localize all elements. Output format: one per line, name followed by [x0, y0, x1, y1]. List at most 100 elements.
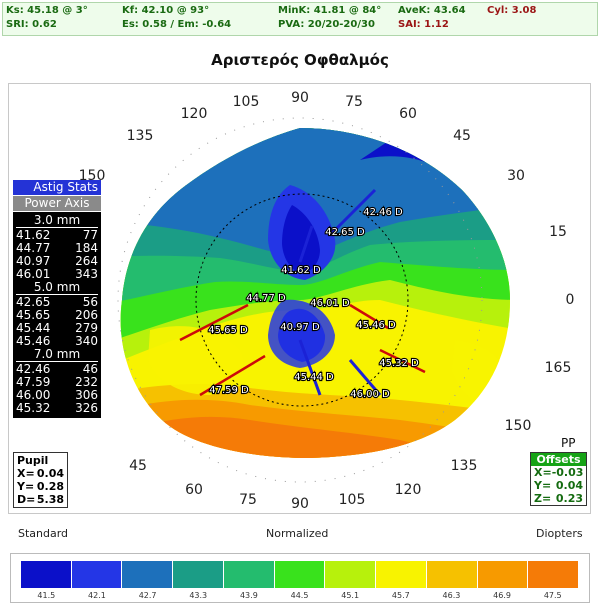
standard-scale-option[interactable]: Standard — [18, 527, 69, 540]
color-swatch — [477, 561, 529, 588]
label-44-77: 44.77 D — [246, 293, 286, 304]
axis-label: 90 — [291, 90, 309, 106]
kf-value: Kf: 42.10 @ 93° — [122, 5, 210, 16]
pupil-panel: Pupil X= 0.04 Y= 0.28 D= 5.38 — [13, 452, 68, 508]
axis-label: 75 — [239, 492, 257, 508]
axis-label: 45 — [453, 128, 471, 144]
axis-label: 15 — [549, 224, 567, 240]
offset-y: Y= 0.04 — [534, 479, 583, 492]
table-row: 45.46 340 — [16, 334, 98, 348]
color-swatch — [376, 561, 427, 588]
astig-axis-lines — [179, 303, 426, 397]
pupil-y: Y= 0.28 — [17, 480, 64, 493]
table-row: 41.62 77 — [16, 228, 98, 242]
axis-label: 105 — [339, 492, 366, 508]
color-swatch — [71, 561, 123, 588]
scale-tick-label: 41.5 — [37, 591, 56, 600]
scale-tick-label: 45.7 — [391, 591, 410, 600]
scale-tick-label: 43.3 — [189, 591, 208, 600]
diopters-unit-label: Diopters — [536, 527, 583, 540]
color-swatch — [122, 561, 174, 588]
pupil-header: Pupil — [17, 454, 49, 467]
label-41-62: 41.62 D — [281, 265, 321, 276]
table-row: 46.00 306 — [16, 388, 98, 402]
power-axis-header[interactable]: Power Axis — [13, 196, 101, 211]
scale-tick-label: 47.5 — [543, 591, 562, 600]
color-scale-legend: 41.5 42.1 42.7 43.3 43.9 44.5 45.1 45.7 46.3 46.9… — [10, 553, 590, 603]
label-46-00: 46.00 D — [350, 389, 390, 400]
ks-value: Ks: 45.18 @ 3° — [6, 5, 88, 16]
table-row: 42.46 46 — [16, 362, 98, 376]
table-row: 47.59 232 — [16, 375, 98, 389]
mink-value: MinK: 41.81 @ 84° — [278, 5, 382, 16]
label-45-46: 45.46 D — [356, 320, 396, 331]
color-scale-swatches — [21, 561, 579, 588]
offsets-panel: Offsets X= -0.03 Y= 0.04 Z= 0.23 — [530, 452, 587, 506]
color-swatch — [223, 561, 275, 588]
color-swatch — [274, 561, 326, 588]
axis-label: 30 — [507, 168, 525, 184]
astig-stats-table: 3.0 mm 41.62 77 44.77 184 40.97 264 46.01 34… — [13, 212, 101, 418]
label-42-46: 42.46 D — [363, 207, 403, 218]
pupil-x: X= 0.04 — [17, 467, 64, 480]
table-row: 46.01 343 — [16, 267, 98, 281]
axis-label: 45 — [129, 458, 147, 474]
axis-label: 0 — [566, 292, 575, 308]
zone-label: 7.0 mm — [16, 348, 98, 362]
label-40-97: 40.97 D — [280, 322, 320, 333]
zone-3mm: 3.0 mm 41.62 77 44.77 184 40.97 264 46.01 34… — [16, 214, 98, 281]
topography-map-frame — [8, 83, 591, 514]
normalized-scale-option[interactable]: Normalized — [266, 527, 329, 540]
label-45-65: 45.65 D — [208, 325, 248, 336]
table-row: 45.44 279 — [16, 321, 98, 335]
offset-x: X= -0.03 — [534, 466, 584, 479]
axis-label: 60 — [185, 482, 203, 498]
axis-label: 90 — [291, 496, 309, 512]
label-45-32: 45.32 D — [379, 358, 419, 369]
map-power-labels: 42.46 D 42.65 D 41.62 D 44.77 D 46.01 D 45.65… — [207, 206, 420, 401]
scale-tick-label: 42.7 — [138, 591, 157, 600]
astig-axis-lines-blue — [298, 188, 382, 396]
scale-tick-label: 46.9 — [493, 591, 511, 600]
es-em-value: Es: 0.58 / Em: -0.64 — [122, 19, 232, 30]
zone-circle-7mm — [195, 193, 409, 407]
zone-label: 5.0 mm — [16, 281, 98, 295]
pp-label: PP — [561, 436, 576, 450]
axis-label: 150 — [505, 418, 532, 434]
pupil-d: D= 5.38 — [17, 493, 64, 506]
label-46-01: 46.01 D — [310, 298, 350, 309]
axis-label: 60 — [399, 106, 417, 122]
scale-tick-label: 46.3 — [442, 591, 461, 600]
keratometry-header — [2, 2, 598, 36]
outer-tick-ring — [117, 117, 483, 483]
color-swatch — [173, 561, 224, 588]
axis-label: 165 — [545, 360, 572, 376]
sri-value: SRI: 0.62 — [6, 19, 57, 30]
offsets-header: Offsets — [531, 453, 586, 466]
power-color-map — [120, 128, 510, 458]
axis-label: 105 — [233, 94, 260, 110]
cyl-value: Cyl: 3.08 — [487, 5, 537, 16]
axis-label: 120 — [181, 106, 208, 122]
pva-value: PVA: 20/20-20/30 — [278, 19, 375, 30]
scale-tick-label: 44.5 — [290, 591, 309, 600]
zone-7mm: 7.0 mm 42.46 46 47.59 232 46.00 306 45.32 32… — [16, 348, 98, 415]
axis-label: 135 — [127, 128, 154, 144]
label-45-44: 45.44 D — [294, 372, 334, 383]
color-swatch — [325, 561, 377, 588]
offset-z: Z= 0.23 — [534, 492, 583, 505]
color-swatch — [426, 561, 478, 588]
table-row: 44.77 184 — [16, 241, 98, 255]
sai-value: SAI: 1.12 — [398, 19, 449, 30]
axis-label: 75 — [345, 94, 363, 110]
zone-5mm: 5.0 mm 42.65 56 45.65 206 45.44 279 45.46 34… — [16, 281, 98, 348]
page-title: Αριστερός Οφθαλμός — [211, 51, 389, 69]
scale-tick-label: 45.1 — [341, 591, 360, 600]
axis-label: 135 — [451, 458, 478, 474]
label-47-59: 47.59 D — [209, 385, 249, 396]
color-scale-ticks: 41.5 42.1 42.7 43.3 43.9 44.5 45.1 45.7 46.3 46.9… — [21, 591, 578, 600]
table-row: 45.65 206 — [16, 308, 98, 322]
astig-stats-header[interactable]: Astig Stats — [13, 180, 101, 195]
scale-tick-label: 42.1 — [88, 591, 106, 600]
